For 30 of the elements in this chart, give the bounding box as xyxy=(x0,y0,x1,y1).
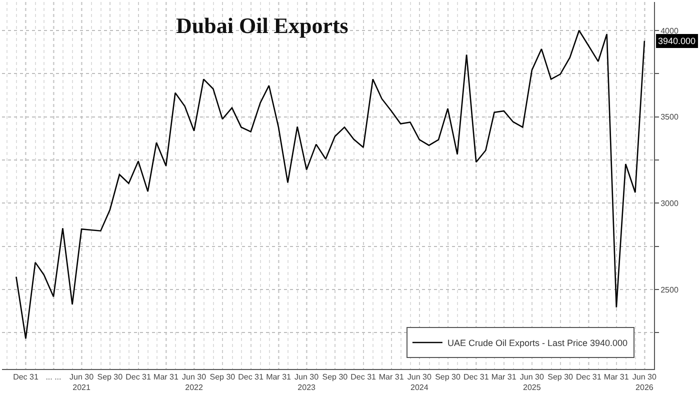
x-tick-label: Mar 31 xyxy=(154,372,179,382)
y-tick-label: 3500 xyxy=(660,112,679,122)
x-tick-label: Jun 30 2021 xyxy=(70,372,94,392)
y-tick-label: 4000 xyxy=(660,26,679,36)
x-tick-label: Dec 31 xyxy=(238,372,264,382)
x-tick-label: Jun 30 2025 xyxy=(520,372,544,392)
x-tick-label: Dec 31 xyxy=(463,372,490,382)
x-tick-label: Dec 31 xyxy=(576,372,602,382)
y-tick-label: 3000 xyxy=(660,199,679,208)
x-tick-label: Mar 31 xyxy=(491,372,517,382)
x-tick-label: Mar 31 xyxy=(266,372,292,382)
x-tick-label: Sep 30 xyxy=(435,372,461,382)
text: 3940.000 xyxy=(658,36,696,46)
x-tick-label: Sep 30 xyxy=(548,372,574,382)
y-tick-label: 2500 xyxy=(660,285,679,294)
x-tick-label: Sep 30 xyxy=(97,372,124,382)
x-tick-label: Mar 31 xyxy=(378,372,404,382)
x-tick-label: Mar 31 xyxy=(604,372,630,382)
x-tick-label: Jun 30 2022 xyxy=(182,372,207,392)
x-tick-label: ... ... xyxy=(46,372,62,382)
legend-label: UAE Crude Oil Exports - Last Price 3940.000 xyxy=(447,338,628,348)
x-tick-label: Sep 30 xyxy=(322,372,348,382)
x-tick-label: Jun 30 2026 xyxy=(632,372,657,392)
x-tick-label: Dec 31 xyxy=(350,372,377,382)
x-tick-label: Jun 30 2024 xyxy=(407,372,432,392)
x-tick-label: Sep 30 xyxy=(210,372,236,382)
text: Dubai Oil Exports xyxy=(176,13,349,38)
x-tick-label: Jun 30 2023 xyxy=(294,372,320,392)
x-tick-label: Dec 31 xyxy=(13,372,39,382)
x-tick-label: Dec 31 xyxy=(126,372,152,382)
